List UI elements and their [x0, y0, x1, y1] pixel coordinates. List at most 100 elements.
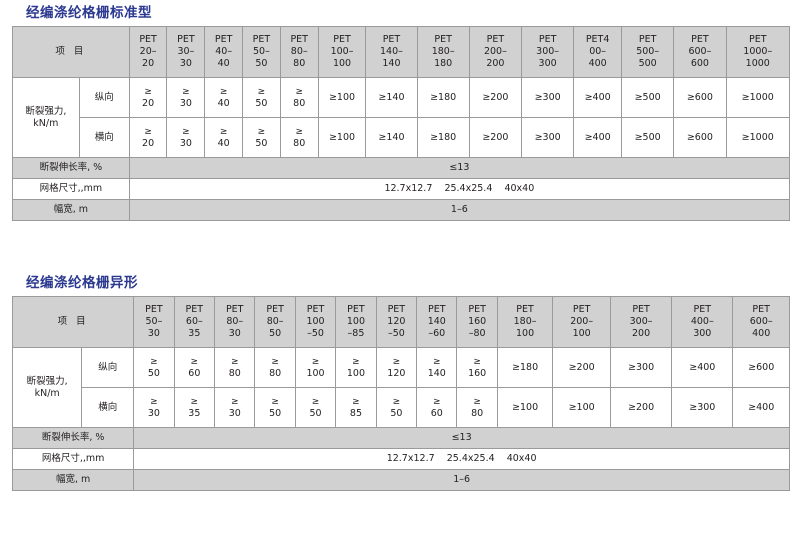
cell-tensile-md: ≥80: [279, 77, 319, 118]
row-label-mesh-size: 网格尺寸,,mm: [11, 448, 135, 470]
cell-tensile-md: ≥300: [520, 77, 575, 118]
cell-elongation-value: ≤13: [133, 427, 790, 449]
cell-tensile-cd: ≥30: [133, 387, 175, 428]
header-spec-column: PET 500– 500: [621, 26, 675, 78]
header-spec-column: PET 140 –60: [416, 296, 458, 348]
cell-tensile-md: ≥120: [375, 347, 418, 388]
cell-roll-width-value: 1–6: [133, 469, 790, 491]
cell-tensile-md: ≥160: [456, 347, 498, 388]
table-row-elongation: 断裂伸长率, % ≤13: [12, 157, 791, 179]
row-label-direction-md: 纵向: [78, 77, 130, 118]
cell-tensile-cd: ≥30: [166, 117, 206, 158]
header-spec-column: PET4 00– 400: [573, 26, 623, 78]
header-spec-column: PET 100 –85: [335, 296, 377, 348]
cell-tensile-cd: ≥20: [128, 117, 168, 158]
header-spec-column: PET 300– 300: [520, 26, 575, 78]
cell-tensile-md: ≥20: [128, 77, 168, 118]
cell-tensile-md: ≥50: [242, 77, 281, 118]
table-header-row: 项 目 PET 50– 30 PET 60– 35 PET 80– 30 PET 80– 50 PET 10…: [11, 296, 790, 348]
cell-tensile-md: ≥180: [416, 77, 470, 118]
cell-tensile-md: ≥80: [254, 347, 296, 388]
spec-section-standard: 经编涤纶格栅标准型 项 目 PET 20– 20 PET 30– 30 PET 40– 40 PET…: [0, 0, 800, 221]
header-spec-column: PET 180– 180: [416, 26, 470, 78]
cell-tensile-cd: ≥100: [317, 117, 367, 158]
spec-table-special: 项 目 PET 50– 30 PET 60– 35 PET 80– 30 PET 80– 50 PET 10…: [11, 296, 790, 491]
table-row-elongation: 断裂伸长率, % ≤13: [11, 427, 790, 449]
header-spec-column: PET 40– 40: [204, 26, 244, 78]
header-spec-column: PET 1000– 1000: [725, 26, 790, 78]
cell-tensile-md: ≥600: [673, 77, 727, 118]
header-item-label: 项 目: [11, 296, 135, 348]
header-spec-column: PET 100– 100: [317, 26, 367, 78]
row-label-mesh-size: 网格尺寸,,mm: [12, 178, 130, 200]
cell-tensile-cd: ≥300: [671, 387, 734, 428]
cell-tensile-cd: ≥200: [609, 387, 673, 428]
cell-tensile-cd: ≥100: [496, 387, 554, 428]
cell-tensile-cd: ≥140: [365, 117, 418, 158]
table-row-mesh-size: 网格尺寸,,mm 12.7x12.7 25.4x25.4 40x40: [11, 448, 790, 470]
row-label-tensile-strength: 断裂强力, kN/m: [11, 347, 83, 428]
row-label-elongation: 断裂伸长率, %: [11, 427, 135, 449]
cell-tensile-cd: ≥50: [254, 387, 296, 428]
header-spec-column: PET 120 –50: [375, 296, 418, 348]
cell-tensile-cd: ≥600: [673, 117, 727, 158]
header-spec-column: PET 160 –80: [456, 296, 498, 348]
cell-tensile-md: ≥80: [214, 347, 256, 388]
table-row-tensile-cd: 横向 ≥30 ≥35 ≥30 ≥50 ≥50 ≥85 ≥50 ≥60 ≥80 ≥100 ≥100 ≥20…: [13, 387, 790, 428]
header-spec-column: PET 50– 30: [133, 296, 175, 348]
cell-tensile-md: ≥100: [335, 347, 377, 388]
header-spec-column: PET 200– 200: [468, 26, 523, 78]
header-spec-column: PET 20– 20: [128, 26, 168, 78]
row-label-direction-cd: 横向: [81, 387, 135, 428]
cell-tensile-md: ≥1000: [725, 77, 790, 118]
header-spec-column: PET 80– 80: [279, 26, 319, 78]
cell-tensile-cd: ≥50: [294, 387, 337, 428]
header-spec-column: PET 600– 400: [732, 296, 790, 348]
row-label-tensile-strength: 断裂强力, kN/m: [12, 77, 80, 158]
cell-tensile-md: ≥200: [468, 77, 523, 118]
cell-tensile-md: ≥100: [294, 347, 337, 388]
header-spec-column: PET 300– 200: [609, 296, 673, 348]
section-title-standard: 经编涤纶格栅标准型: [26, 5, 152, 21]
header-spec-column: PET 60– 35: [173, 296, 216, 348]
row-label-elongation: 断裂伸长率, %: [12, 157, 130, 179]
cell-tensile-md: ≥180: [496, 347, 554, 388]
cell-tensile-md: ≥40: [204, 77, 244, 118]
cell-tensile-cd: ≥50: [242, 117, 281, 158]
cell-tensile-md: ≥140: [365, 77, 418, 118]
row-label-direction-md: 纵向: [81, 347, 135, 388]
cell-tensile-cd: ≥50: [375, 387, 418, 428]
header-spec-column: PET 100 –50: [294, 296, 337, 348]
cell-tensile-cd: ≥100: [552, 387, 611, 428]
header-spec-column: PET 50– 50: [242, 26, 281, 78]
cell-tensile-cd: ≥35: [173, 387, 216, 428]
cell-tensile-cd: ≥300: [520, 117, 575, 158]
cell-tensile-md: ≥60: [173, 347, 216, 388]
cell-tensile-md: ≥300: [609, 347, 673, 388]
cell-tensile-md: ≥400: [671, 347, 734, 388]
cell-tensile-md: ≥200: [552, 347, 611, 388]
row-label-roll-width: 幅宽, m: [11, 469, 135, 491]
cell-mesh-size-value: 12.7x12.7 25.4x25.4 40x40: [133, 448, 790, 470]
header-spec-column: PET 180– 100: [496, 296, 554, 348]
cell-mesh-size-value: 12.7x12.7 25.4x25.4 40x40: [128, 178, 791, 200]
cell-tensile-md: ≥140: [416, 347, 458, 388]
row-label-direction-cd: 横向: [78, 117, 130, 158]
header-spec-column: PET 80– 50: [254, 296, 296, 348]
cell-elongation-value: ≤13: [128, 157, 791, 179]
row-label-roll-width: 幅宽, m: [12, 199, 130, 221]
cell-roll-width-value: 1–6: [128, 199, 791, 221]
cell-tensile-cd: ≥400: [573, 117, 623, 158]
table-row-tensile-cd: 横向 ≥20 ≥30 ≥40 ≥50 ≥80 ≥100 ≥140 ≥180 ≥200 ≥300 ≥40…: [13, 117, 790, 158]
table-header-row: 项 目 PET 20– 20 PET 30– 30 PET 40– 40 PET 50– 50 PET 80…: [12, 26, 790, 78]
cell-tensile-cd: ≥80: [456, 387, 498, 428]
cell-tensile-cd: ≥200: [468, 117, 523, 158]
spec-table-standard: 项 目 PET 20– 20 PET 30– 30 PET 40– 40 PET 50– 50 PET 80…: [12, 26, 791, 221]
header-spec-column: PET 80– 30: [214, 296, 256, 348]
cell-tensile-md: ≥600: [732, 347, 790, 388]
cell-tensile-md: ≥30: [166, 77, 206, 118]
cell-tensile-cd: ≥400: [732, 387, 790, 428]
table-row-tensile-md: 断裂强力, kN/m 纵向 ≥50 ≥60 ≥80 ≥80 ≥100 ≥100 ≥120 ≥140 ≥…: [11, 347, 790, 428]
spec-section-special: 经编涤纶格栅异形 项 目 PET 50– 30 PET 60– 35 PET 80– 30 PET 8…: [0, 270, 800, 491]
